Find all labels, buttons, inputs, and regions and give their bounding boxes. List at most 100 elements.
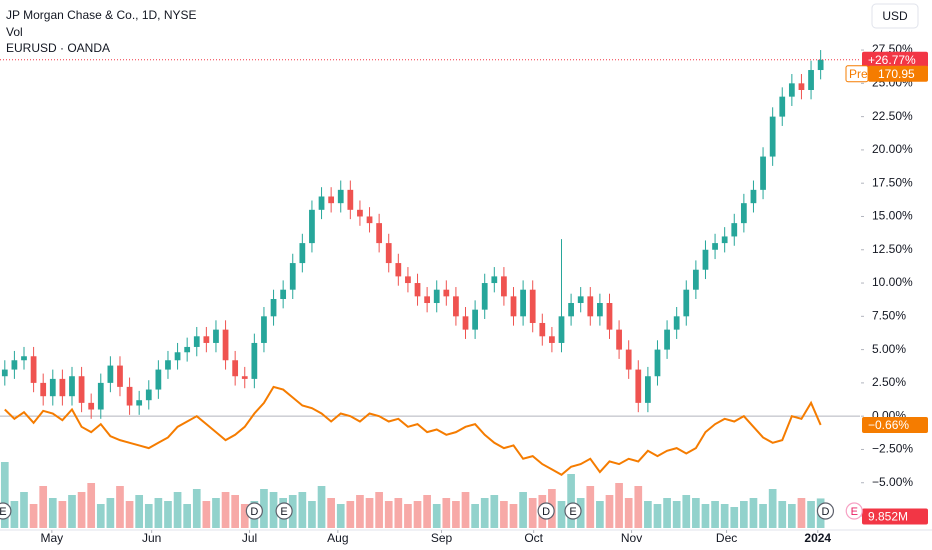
pre-tag [868, 65, 928, 82]
event-label: E [0, 506, 7, 518]
candle-body [145, 389, 152, 401]
x-tick-label: Dec [716, 531, 737, 545]
volume-bar [788, 504, 796, 528]
volume-bar [701, 504, 710, 528]
candle-body [462, 316, 469, 330]
currency-button[interactable] [871, 3, 919, 29]
y-tick-label: 2.50% [872, 375, 906, 389]
price-tag [862, 51, 928, 68]
candle-body [606, 303, 613, 330]
y-tick-label: 10.00% [872, 275, 913, 289]
candle-body [261, 316, 267, 343]
volume-bar [672, 501, 681, 528]
volume-bar [404, 504, 412, 528]
candle-body [731, 223, 738, 237]
candle-body [11, 360, 18, 370]
candle-body [740, 203, 747, 224]
volume-bar [39, 486, 48, 528]
candle-body [721, 236, 728, 244]
price-tag-label: 9.852M [868, 510, 908, 524]
volume-bar [663, 498, 671, 528]
volume-bar [624, 498, 633, 528]
volume-bar [711, 501, 719, 528]
candle-body [510, 296, 517, 317]
volume-bar [730, 507, 739, 528]
volume-bar [192, 489, 201, 528]
volume-bar [586, 486, 595, 528]
chart-title: JP Morgan Chase & Co., 1D, NYSE [6, 8, 197, 22]
candle-body [683, 289, 690, 317]
volume-bar [10, 501, 19, 528]
candle-body [664, 329, 670, 350]
candle-body [184, 346, 191, 353]
event-marker [845, 502, 863, 520]
candle-body [645, 376, 651, 403]
candle-body [625, 349, 632, 370]
candle-body [299, 243, 306, 264]
candle-body [222, 329, 229, 361]
series-legend: EURUSD · OANDA [6, 41, 110, 55]
candle-body [539, 322, 546, 337]
candle-body [558, 316, 565, 343]
candle-body [472, 309, 478, 330]
volume-bar [442, 498, 451, 528]
candle-body [193, 336, 200, 347]
candle-body [481, 283, 488, 310]
volume-bar [432, 504, 441, 528]
volume-bar [682, 495, 691, 528]
event-marker [275, 502, 293, 520]
event-marker [564, 502, 582, 520]
candle-body [40, 382, 47, 397]
currency[interactable]: USD [882, 9, 908, 23]
volume-bar [356, 495, 364, 528]
x-tick-label: May [40, 531, 63, 545]
candle-body [107, 365, 114, 383]
candle-body [549, 336, 555, 343]
volume-bar [77, 492, 86, 528]
candle-body [654, 349, 661, 377]
candle-body [232, 360, 239, 377]
candle-body [155, 369, 162, 390]
candle-body [692, 269, 699, 290]
candle-body [174, 352, 181, 361]
candle-body [165, 360, 171, 370]
y-tick-label: 5.00% [872, 342, 906, 356]
volume-bar [413, 501, 422, 528]
candle-body [30, 356, 37, 383]
volume-bar [240, 504, 249, 528]
volume-bar [125, 501, 134, 528]
volume-bar [144, 504, 153, 528]
volume-bar [317, 486, 326, 528]
event-label: D [250, 506, 258, 518]
volume-bar [29, 504, 38, 528]
candle-body [395, 263, 402, 277]
volume-bar [327, 498, 335, 528]
candle-body [126, 386, 133, 406]
volume-bar [375, 492, 383, 528]
candle-body [769, 116, 776, 157]
volume-bar [644, 501, 652, 528]
candle-body [49, 378, 56, 397]
candle-body [318, 196, 325, 210]
volume-legend: Vol [6, 25, 23, 39]
volume-bar [212, 498, 220, 528]
volume-bar [596, 501, 604, 528]
candle-body [251, 342, 258, 379]
candle-body [337, 189, 344, 204]
candle-body [405, 276, 411, 284]
event-label: E [280, 506, 287, 518]
volume-bar [20, 492, 28, 528]
x-tick-label: Sep [431, 531, 453, 545]
volume-bar [749, 498, 758, 528]
volume-bar [797, 498, 806, 528]
candle-body [520, 289, 526, 317]
volume-bars [0, 462, 825, 528]
event-marker [0, 502, 12, 520]
event-marker [537, 502, 555, 520]
volume-bar [509, 504, 518, 528]
volume-bar [298, 492, 307, 528]
volume-bar [807, 501, 815, 528]
volume-bar [96, 504, 105, 528]
candle-body [241, 376, 248, 379]
